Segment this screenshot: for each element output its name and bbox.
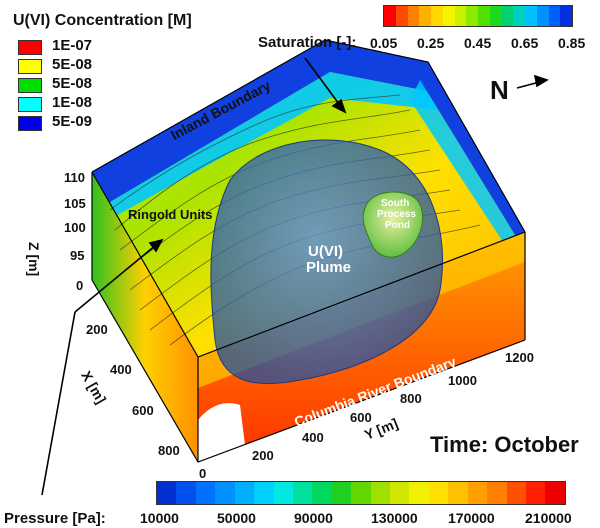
- pressure-swatch: [351, 482, 371, 504]
- saturation-swatch: [536, 6, 549, 26]
- legend-swatch: [18, 59, 42, 74]
- legend-swatch: [18, 78, 42, 93]
- pressure-swatch: [234, 482, 255, 504]
- y-tick-800: 800: [400, 391, 422, 406]
- ringold-units-label: Ringold Units: [128, 207, 213, 222]
- pressure-swatch: [157, 482, 177, 504]
- pressure-swatch: [312, 482, 332, 504]
- pressure-title: Pressure [Pa]:: [4, 510, 106, 527]
- pressure-swatch: [195, 482, 216, 504]
- south-process-pond-shape: [362, 191, 424, 258]
- plume-label-line2: Plume: [306, 259, 352, 276]
- saturation-swatch: [442, 6, 455, 26]
- pressure-tick: 10000: [140, 510, 179, 526]
- x-tick-600: 600: [132, 403, 154, 418]
- x-tick-800: 800: [158, 443, 180, 458]
- model-left-face: [92, 172, 198, 462]
- pressure-tick: 130000: [371, 510, 418, 526]
- z-tick-95: 95: [70, 248, 85, 263]
- saturation-tick: 0.85: [558, 35, 586, 51]
- pressure-colorbar: [156, 481, 566, 505]
- pressure-tick: 170000: [448, 510, 495, 526]
- saturation-swatch: [548, 6, 561, 26]
- pressure-swatch: [506, 482, 527, 504]
- saturation-swatch: [407, 6, 420, 26]
- saturation-tick: 0.05: [370, 35, 398, 51]
- z-tick-0: 0: [76, 278, 84, 293]
- inland-saturation-band: [92, 40, 432, 205]
- saturation-swatch: [478, 6, 490, 26]
- saturation-tick: 0.45: [464, 35, 492, 51]
- y-tick-600: 600: [350, 410, 372, 425]
- pressure-swatch: [176, 482, 196, 504]
- legend-label: 1E-07: [52, 37, 93, 54]
- spp-label-line3: Pond: [385, 220, 410, 231]
- pressure-swatch: [292, 482, 313, 504]
- saturation-swatch: [419, 6, 431, 26]
- saturation-swatch: [501, 6, 514, 26]
- saturation-tick: 0.65: [511, 35, 539, 51]
- pressure-swatch: [331, 482, 352, 504]
- y-tick-1000: 1000: [448, 373, 477, 388]
- y-tick-400: 400: [302, 430, 324, 445]
- pressure-tick: 90000: [294, 510, 333, 526]
- saturation-tick: 0.25: [417, 35, 445, 51]
- legend-label: 5E-08: [52, 75, 93, 92]
- z-tick-105: 105: [64, 196, 86, 211]
- legend-swatch: [18, 40, 42, 55]
- y-tick-0: 0: [199, 466, 207, 481]
- pressure-swatch: [448, 482, 468, 504]
- pressure-swatch: [467, 482, 488, 504]
- saturation-swatch: [513, 6, 525, 26]
- saturation-swatch: [560, 6, 572, 26]
- saturation-colorbar: [383, 5, 573, 27]
- saturation-swatch: [395, 6, 408, 26]
- pressure-swatch: [215, 482, 235, 504]
- saturation-swatch: [431, 6, 443, 26]
- y-tick-1200: 1200: [505, 350, 534, 365]
- saturation-swatch: [454, 6, 467, 26]
- legend-swatch: [18, 97, 42, 112]
- north-label: N: [490, 75, 509, 105]
- x-tick-200: 200: [86, 322, 108, 337]
- pressure-tick: 210000: [525, 510, 572, 526]
- pressure-swatch: [254, 482, 274, 504]
- saturation-swatch: [466, 6, 478, 26]
- saturation-swatch: [489, 6, 502, 26]
- legend-label: 5E-08: [52, 56, 93, 73]
- pressure-swatch: [545, 482, 565, 504]
- y-tick-200: 200: [252, 448, 274, 463]
- saturation-title: Saturation [-]:: [258, 34, 357, 51]
- pressure-swatch: [390, 482, 410, 504]
- x-tick-400: 400: [110, 362, 132, 377]
- pressure-swatch: [409, 482, 429, 504]
- pressure-tick: 50000: [217, 510, 256, 526]
- saturation-swatch: [525, 6, 537, 26]
- spp-label-line1: South: [381, 198, 410, 209]
- legend-label: 1E-08: [52, 94, 93, 111]
- legend-swatch: [18, 116, 42, 131]
- spp-label-line2: Process: [377, 209, 416, 220]
- time-label: Time: October: [430, 432, 579, 457]
- pressure-swatch: [428, 482, 449, 504]
- pressure-swatch: [487, 482, 507, 504]
- plume-label-line1: U(VI): [308, 243, 343, 260]
- concentration-legend-title: U(VI) Concentration [M]: [13, 12, 192, 29]
- north-arrow-icon: [517, 80, 547, 88]
- pressure-swatch: [370, 482, 391, 504]
- pressure-swatch: [526, 482, 546, 504]
- z-tick-100: 100: [64, 220, 86, 235]
- z-tick-110: 110: [64, 170, 85, 185]
- pressure-swatch: [273, 482, 293, 504]
- legend-label: 5E-09: [52, 113, 93, 130]
- z-axis-title: Z [m]: [26, 242, 42, 277]
- saturation-swatch: [384, 6, 396, 26]
